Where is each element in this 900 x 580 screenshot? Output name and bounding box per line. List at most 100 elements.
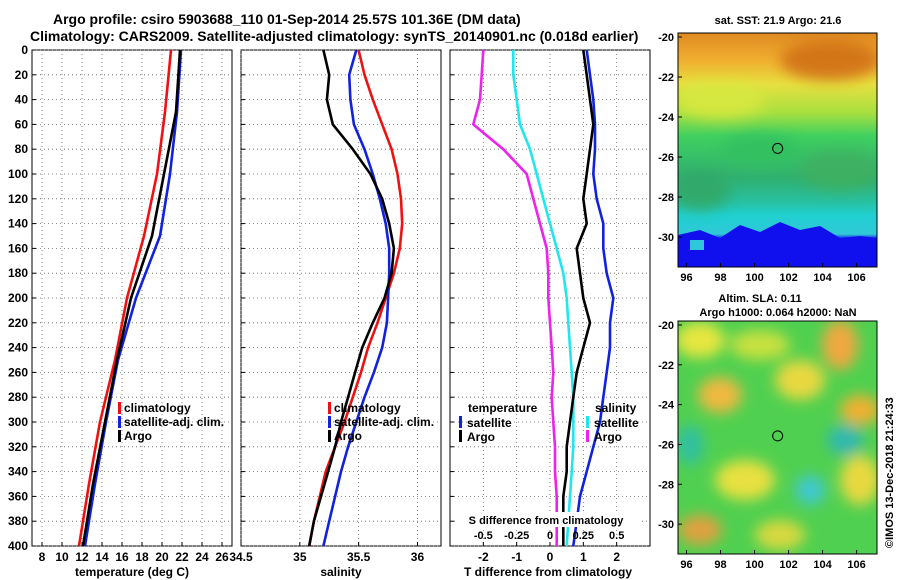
- legend-label: climatology: [334, 401, 401, 415]
- top-tick-label: -0.5: [474, 530, 493, 542]
- top-axis-label: S difference from climatology: [469, 515, 625, 527]
- top-tick-label: 0: [547, 530, 553, 542]
- map-x-tick-label: 100: [745, 559, 763, 571]
- x-tick-label: 34.5: [229, 550, 253, 564]
- depth-tick-label: 60: [15, 117, 29, 131]
- x-tick-label: 12: [75, 550, 89, 564]
- top-axis-label-bg: [456, 512, 642, 527]
- legend-label: climatology: [124, 401, 191, 415]
- series-line-argo: [307, 49, 396, 547]
- x-tick-label: 8: [39, 550, 46, 564]
- map-x-tick-label: 102: [779, 272, 797, 284]
- depth-tick-label: 240: [8, 341, 28, 355]
- x-tick-label: 1: [580, 550, 587, 564]
- depth-tick-label: 160: [8, 241, 28, 255]
- salinity-xlabel: salinity: [320, 565, 362, 579]
- x-tick-label: 35.5: [347, 550, 371, 564]
- legend-swatch: [118, 430, 121, 442]
- sst-map-panel: sat. SST: 21.9 Argo: 21.6 96 98 100 102 104 1…: [658, 15, 878, 284]
- legend-swatch: [459, 416, 462, 428]
- series-line-salinity-satellite: [511, 50, 575, 547]
- sla-argo-marker: [772, 430, 784, 442]
- depth-tick-label: 20: [15, 68, 29, 82]
- legend-swatch: [328, 416, 331, 428]
- sst-map-frame: [677, 32, 878, 268]
- legend-swatch: [328, 402, 331, 414]
- depth-tick-label: 300: [8, 415, 28, 429]
- footer-stamp: ©IMOS 13-Dec-2018 21:24:33: [884, 397, 896, 548]
- difference-panel: -2 -1 0 1 2 T difference from climatology S …: [449, 49, 651, 579]
- series-line-argo: [81, 49, 182, 547]
- sst-cold-front: [678, 222, 877, 267]
- map-y-tick-label: -24: [658, 112, 675, 124]
- x-tick-label: 35: [293, 550, 307, 564]
- depth-tick-label: 100: [8, 167, 28, 181]
- legend-swatch: [586, 430, 589, 442]
- map-x-tick-label: 104: [813, 559, 832, 571]
- map-x-tick-label: 104: [813, 272, 832, 284]
- legend-label: Argo: [124, 429, 152, 443]
- depth-tick-label: 220: [8, 316, 28, 330]
- x-tick-label: -2: [478, 550, 489, 564]
- series-line-temperature-satellite: [572, 49, 615, 547]
- depth-tick-label: 120: [8, 192, 28, 206]
- map-x-tick-label: 106: [847, 559, 865, 571]
- depth-tick-label: 380: [8, 514, 28, 528]
- top-tick-label: 0.25: [573, 530, 594, 542]
- legend-label: satellite-adj. clim.: [124, 415, 224, 429]
- depth-tick-label: 140: [8, 217, 28, 231]
- difference-xlabel: T difference from climatology: [464, 565, 632, 579]
- x-tick-label: 36: [411, 550, 425, 564]
- legend-swatch: [459, 430, 462, 442]
- depth-tick-label: 0: [21, 43, 28, 57]
- map-x-tick-label: 96: [680, 559, 692, 571]
- x-tick-label: 18: [135, 550, 149, 564]
- depth-tick-label: 200: [8, 291, 28, 305]
- depth-tick-label: 400: [8, 539, 28, 553]
- x-tick-label: 20: [155, 550, 169, 564]
- legend-label: Argo: [334, 429, 362, 443]
- legend-swatch: [328, 430, 331, 442]
- depth-tick-label: 360: [8, 489, 28, 503]
- map-y-tick-label: -26: [658, 152, 674, 164]
- series-line-satellite-adj-clim-: [322, 49, 391, 547]
- depth-tick-label: 80: [15, 142, 29, 156]
- map-y-tick-label: -28: [658, 192, 674, 204]
- map-y-tick-label: -20: [658, 320, 674, 332]
- legend-swatch: [118, 416, 121, 428]
- map-x-tick-label: 96: [680, 272, 692, 284]
- map-y-tick-label: -22: [658, 360, 674, 372]
- map-x-tick-label: 98: [714, 559, 726, 571]
- map-y-tick-label: -30: [658, 519, 674, 531]
- map-x-tick-label: 98: [714, 272, 726, 284]
- map-y-tick-label: -20: [658, 32, 674, 44]
- sla-map-subtitle: Argo h1000: 0.064 h2000: NaN: [699, 307, 856, 319]
- series-line-satellite-adj-clim-: [83, 49, 183, 547]
- x-tick-label: 24: [195, 550, 209, 564]
- x-tick-label: 0: [547, 550, 554, 564]
- map-x-tick-label: 106: [847, 272, 865, 284]
- x-tick-label: -1: [511, 550, 522, 564]
- legend-swatch: [586, 416, 589, 428]
- x-tick-label: 10: [55, 550, 69, 564]
- top-tick-label: 0.5: [609, 530, 624, 542]
- map-y-tick-label: -30: [658, 232, 674, 244]
- salinity-panel: 34.5 35 35.5 36 salinity climatologysatelli…: [229, 49, 442, 579]
- map-y-tick-label: -26: [658, 439, 674, 451]
- x-tick-label: 16: [115, 550, 129, 564]
- sla-map-frame: [677, 320, 878, 555]
- legend-label: Argo: [594, 430, 622, 444]
- legend-label: satellite: [467, 416, 512, 430]
- sst-patches: [678, 40, 877, 210]
- legend-label: satellite: [594, 416, 639, 430]
- legend-label: salinity: [595, 401, 637, 415]
- depth-tick-label: 260: [8, 365, 28, 379]
- map-y-tick-label: -28: [658, 479, 674, 491]
- x-tick-label: 2: [613, 550, 620, 564]
- top-tick-label: -0.25: [504, 530, 529, 542]
- depth-tick-label: 280: [8, 390, 28, 404]
- map-x-tick-label: 100: [745, 272, 763, 284]
- x-tick-label: 22: [175, 550, 189, 564]
- temperature-xlabel: temperature (deg C): [75, 565, 189, 579]
